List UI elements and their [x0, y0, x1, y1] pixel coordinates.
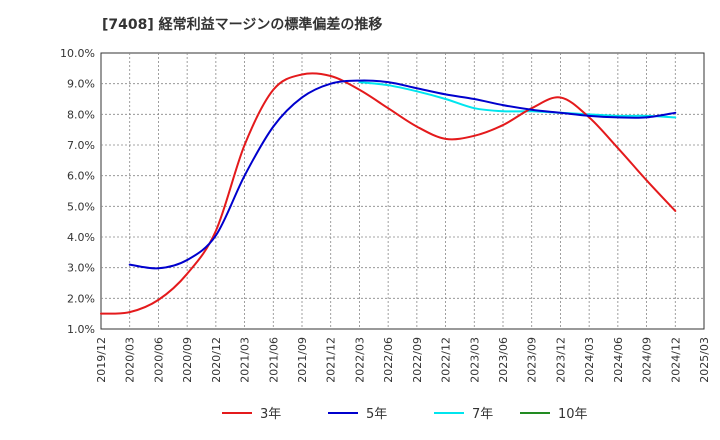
y-tick-label: 3.0% — [67, 262, 95, 275]
legend: 3年 5年 7年 10年 — [222, 407, 588, 422]
chart-title: [7408] 経常利益マージンの標準偏差の推移 — [102, 17, 383, 33]
x-tick-label: 2020/03 — [124, 337, 137, 383]
x-tick-label: 2019/12 — [95, 337, 108, 383]
y-tick-label: 6.0% — [67, 170, 95, 183]
grid-layer — [100, 52, 705, 330]
x-tick-label: 2020/09 — [181, 337, 194, 383]
x-tick-label: 2024/06 — [612, 337, 625, 383]
axis-layer: 2019/12 2020/03 2020/06 2020/09 2020/12 2021/… — [60, 47, 711, 383]
x-tick-label: 2024/09 — [641, 337, 654, 383]
series-line-3 — [358, 81, 677, 119]
x-tick-label: 2020/12 — [210, 337, 223, 383]
x-tick-label: 2023/09 — [526, 337, 539, 383]
x-tick-label: 2023/06 — [497, 337, 510, 383]
legend-label: 7年 — [472, 407, 493, 422]
y-tick-label: 8.0% — [67, 108, 95, 121]
x-tick-label: 2020/06 — [152, 337, 165, 383]
x-tick-label: 2021/03 — [239, 337, 252, 383]
x-tick-label: 2022/03 — [353, 337, 366, 383]
x-tick-label: 2023/12 — [554, 337, 567, 383]
x-tick-label: 2024/03 — [583, 337, 596, 383]
y-tick-label: 5.0% — [67, 200, 95, 213]
x-tick-label: 2021/12 — [325, 337, 338, 383]
x-tick-label: 2022/06 — [382, 337, 395, 383]
series-line-1 — [100, 72, 677, 315]
legend-label: 5年 — [366, 407, 387, 422]
y-tick-label: 9.0% — [67, 78, 95, 91]
legend-label: 3年 — [260, 407, 281, 422]
x-tick-label: 2021/06 — [267, 337, 280, 383]
series-line-2 — [128, 79, 677, 270]
series-layer — [100, 72, 677, 315]
x-tick-label: 2024/12 — [669, 337, 682, 383]
y-tick-label: 2.0% — [67, 292, 95, 305]
x-tick-label: 2021/09 — [296, 337, 309, 383]
x-tick-label: 2025/03 — [698, 337, 711, 383]
legend-label: 10年 — [558, 407, 588, 422]
y-tick-label: 10.0% — [60, 47, 95, 60]
y-tick-label: 4.0% — [67, 231, 95, 244]
x-tick-label: 2022/09 — [411, 337, 424, 383]
plot-area — [100, 52, 705, 330]
y-tick-label: 1.0% — [67, 323, 95, 336]
x-tick-label: 2022/12 — [440, 337, 453, 383]
y-tick-label: 7.0% — [67, 139, 95, 152]
x-tick-label: 2023/03 — [468, 337, 481, 383]
